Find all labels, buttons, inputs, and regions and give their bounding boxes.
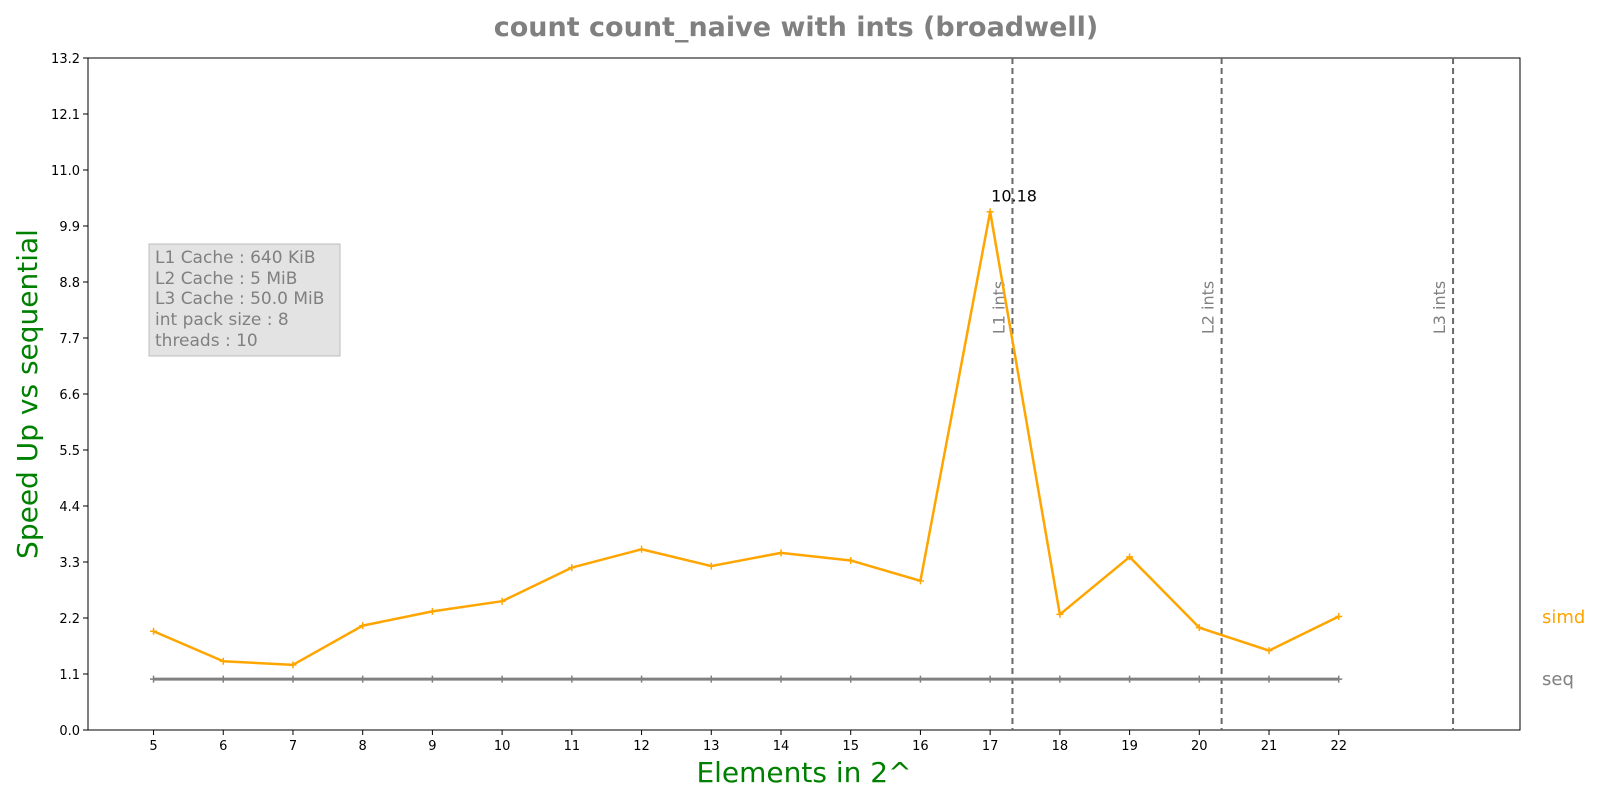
y-tick-label: 11.0 [51,164,80,179]
annotations: 10.18 [991,187,1037,206]
data-point-simd [150,627,158,635]
y-tick-label: 4.4 [59,500,80,515]
x-tick-label: 22 [1330,739,1347,754]
data-point-seq [986,675,994,683]
info-line-threads: threads : 10 [155,331,258,351]
x-axis-label: Elements in 2^ [696,756,911,789]
data-point-seq [568,675,576,683]
x-tick-label: 18 [1052,739,1069,754]
y-tick-label: 13.2 [51,52,80,67]
data-point-simd [1335,612,1343,620]
info-box-background [148,243,341,357]
cache-line-label: L2 ints [1199,281,1218,334]
data-point-seq [638,675,646,683]
x-tick-label: 9 [428,739,436,754]
data-point-simd [428,607,436,615]
series-label-simd: simd [1542,607,1585,628]
y-tick-label: 6.6 [59,388,80,403]
y-axis: 0.0 1.1 2.2 3.3 4.4 5.5 6.6 7.7 8.8 9.9 11.0 12.1 13… [51,52,88,739]
series-group [150,208,1343,683]
x-tick-label: 10 [494,739,511,754]
x-tick-label: 19 [1121,739,1138,754]
data-point-simd [916,577,924,585]
x-tick-label: 7 [289,739,297,754]
plot-area [87,57,1521,731]
data-point-simd [498,597,506,605]
x-tick-label: 12 [633,739,650,754]
data-point-simd [568,564,576,572]
y-tick-label: 8.8 [59,276,80,291]
data-point-seq [359,675,367,683]
data-point-seq [498,675,506,683]
info-line-l2: L2 Cache : 5 MiB [155,269,297,289]
x-tick-label: 6 [219,739,227,754]
y-tick-label: 12.1 [51,108,80,123]
data-point-simd [777,549,785,557]
data-point-simd [1056,610,1064,618]
data-point-simd [289,661,297,669]
data-point-simd [359,622,367,630]
info-box: L1 Cache : 640 KiB L2 Cache : 5 MiB L3 C… [148,243,341,357]
data-point-simd [1126,553,1134,561]
cache-line-label: L3 ints [1430,281,1449,334]
data-point-simd [1265,647,1273,655]
x-tick-label: 21 [1261,739,1278,754]
data-point-simd [847,556,855,564]
info-line-l1: L1 Cache : 640 KiB [155,248,315,268]
data-point-simd [638,545,646,553]
x-tick-label: 20 [1191,739,1208,754]
data-point-simd [707,562,715,570]
data-point-simd [986,208,994,216]
peak-value-label: 10.18 [991,187,1037,206]
data-point-seq [847,675,855,683]
x-tick-label: 13 [703,739,720,754]
info-line-l3: L3 Cache : 50.0 MiB [155,289,324,309]
y-axis-label: Speed Up vs sequential [11,229,44,559]
x-tick-label: 17 [982,739,999,754]
series-label-seq: seq [1542,669,1574,690]
series-line-simd [153,210,1340,667]
data-point-seq [1265,675,1273,683]
x-tick-label: 14 [773,739,790,754]
data-point-seq [707,675,715,683]
data-point-seq [289,675,297,683]
data-point-seq [1195,675,1203,683]
y-tick-label: 0.0 [59,724,80,739]
y-tick-label: 1.1 [59,668,80,683]
y-tick-label: 7.7 [59,332,80,347]
chart-title: count count_naive with ints (broadwell) [494,12,1098,43]
data-point-simd [219,657,227,665]
data-point-seq [1335,675,1343,683]
x-tick-label: 16 [912,739,929,754]
data-point-seq [777,675,785,683]
y-tick-label: 3.3 [59,556,80,571]
y-tick-label: 2.2 [59,612,80,627]
y-tick-label: 5.5 [59,444,80,459]
data-point-seq [1126,675,1134,683]
x-tick-label: 15 [842,739,859,754]
x-tick-label: 8 [359,739,367,754]
info-line-pack-size: int pack size : 8 [155,310,289,330]
y-tick-label: 9.9 [59,220,80,235]
data-point-seq [916,675,924,683]
cache-lines: L1 ints L2 ints L3 ints [989,58,1455,730]
data-point-simd [1195,624,1203,632]
data-point-seq [1056,675,1064,683]
x-tick-label: 5 [149,739,157,754]
data-point-seq [150,675,158,683]
x-axis: 5 6 7 8 9 10 11 12 13 14 15 16 17 18 19 20 21 22 [149,730,1347,754]
data-point-seq [428,675,436,683]
x-tick-label: 11 [564,739,581,754]
data-point-seq [219,675,227,683]
